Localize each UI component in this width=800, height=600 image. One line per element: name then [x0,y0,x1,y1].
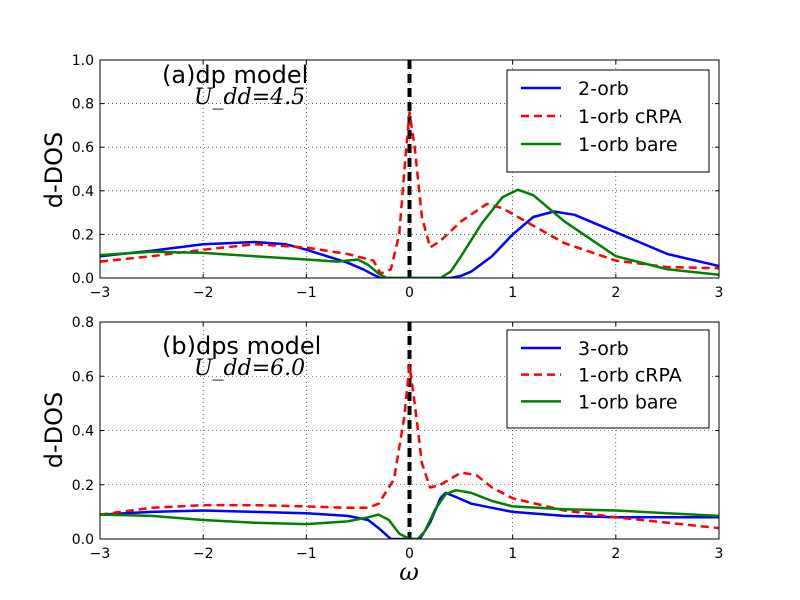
panel-a-ytick-label: 0.4 [72,184,94,200]
panel-b-xtick-label: 3 [715,546,724,562]
panel-a-legend-label: 1-orb cRPA [578,106,682,128]
panel-a-ticks: −3 −2 −1 0 1 2 3 0.0 0.2 0.4 0.6 0.8 1.0 [72,53,724,301]
panel-a-series-1-orb-crpa [100,111,719,275]
panel-a-series-2-orb [100,210,719,278]
panel-a-annotation: U_dd=4.5 [194,85,305,110]
panel-b-legend-box [506,329,710,429]
panel-b-legend-label: 3-orb [578,338,629,360]
panel-b-xtick-label: 2 [611,546,620,562]
panel-a-legend-label: 1-orb bare [578,134,678,156]
panel-a-xtick-label: 3 [715,285,724,301]
panel-a-xtick-label: −3 [90,285,111,301]
panel-b-ytick-label: 0.8 [72,315,94,331]
panel-b-ytick-label: 0.6 [72,369,94,385]
panel-a-ytick-label: 0.0 [72,271,94,287]
panel-a-xtick-label: 0 [405,285,414,301]
panel-a-series [100,111,719,278]
panel-b-legend: 3-orb 1-orb cRPA 1-orb bare [506,329,710,429]
panel-a-legend: 2-orb 1-orb cRPA 1-orb bare [506,69,710,173]
panel-a-legend-label: 2-orb [578,78,629,100]
panel-b-ytick-label: 0.4 [72,424,94,440]
panel-a-ylabel: d-DOS [40,132,68,209]
panel-b-series-1-orb-crpa [100,364,719,530]
panel-b-series [100,364,719,539]
panel-a-xtick-label: −2 [193,285,214,301]
panel-b-xtick-label: −2 [193,546,214,562]
panel-a-ytick-label: 0.6 [72,140,94,156]
panel-a-ytick-label: 0.2 [72,227,94,243]
panel-a-series-1-orb-bare [100,188,719,278]
panel-a-ytick-label: 0.8 [72,97,94,113]
panel-b: −3 −2 −1 0 1 2 3 0.0 0.2 0.4 0.6 0.8 (b)dps model U… [40,315,723,562]
panel-a: −3 −2 −1 0 1 2 3 0.0 0.2 0.4 0.6 0.8 1.0 (a)dp model… [40,53,723,301]
panel-b-series-1-orb-bare [100,488,719,539]
panel-a-xtick-label: 1 [508,285,517,301]
panel-b-legend-label: 1-orb bare [578,391,678,413]
panel-b-xtick-label: 0 [405,546,414,562]
panel-b-ylabel: d-DOS [40,392,68,469]
panel-a-xtick-label: 2 [611,285,620,301]
panel-b-xtick-label: −1 [296,546,317,562]
x-axis-label: ω [399,558,419,586]
panel-b-xtick-label: 1 [508,546,517,562]
panel-b-title: (b)dps model [162,332,321,360]
panel-a-xtick-label: −1 [296,285,317,301]
panel-b-ticks: −3 −2 −1 0 1 2 3 0.0 0.2 0.4 0.6 0.8 [72,315,724,562]
panel-a-title: (a)dp model [162,61,308,89]
panel-b-ytick-label: 0.2 [72,478,94,494]
panel-b-ytick-label: 0.0 [72,532,94,548]
panel-b-legend-label: 1-orb cRPA [578,365,682,387]
panel-b-annotation: U_dd=6.0 [194,356,305,381]
panel-a-ytick-label: 1.0 [72,53,94,69]
panel-b-xtick-label: −3 [90,546,111,562]
